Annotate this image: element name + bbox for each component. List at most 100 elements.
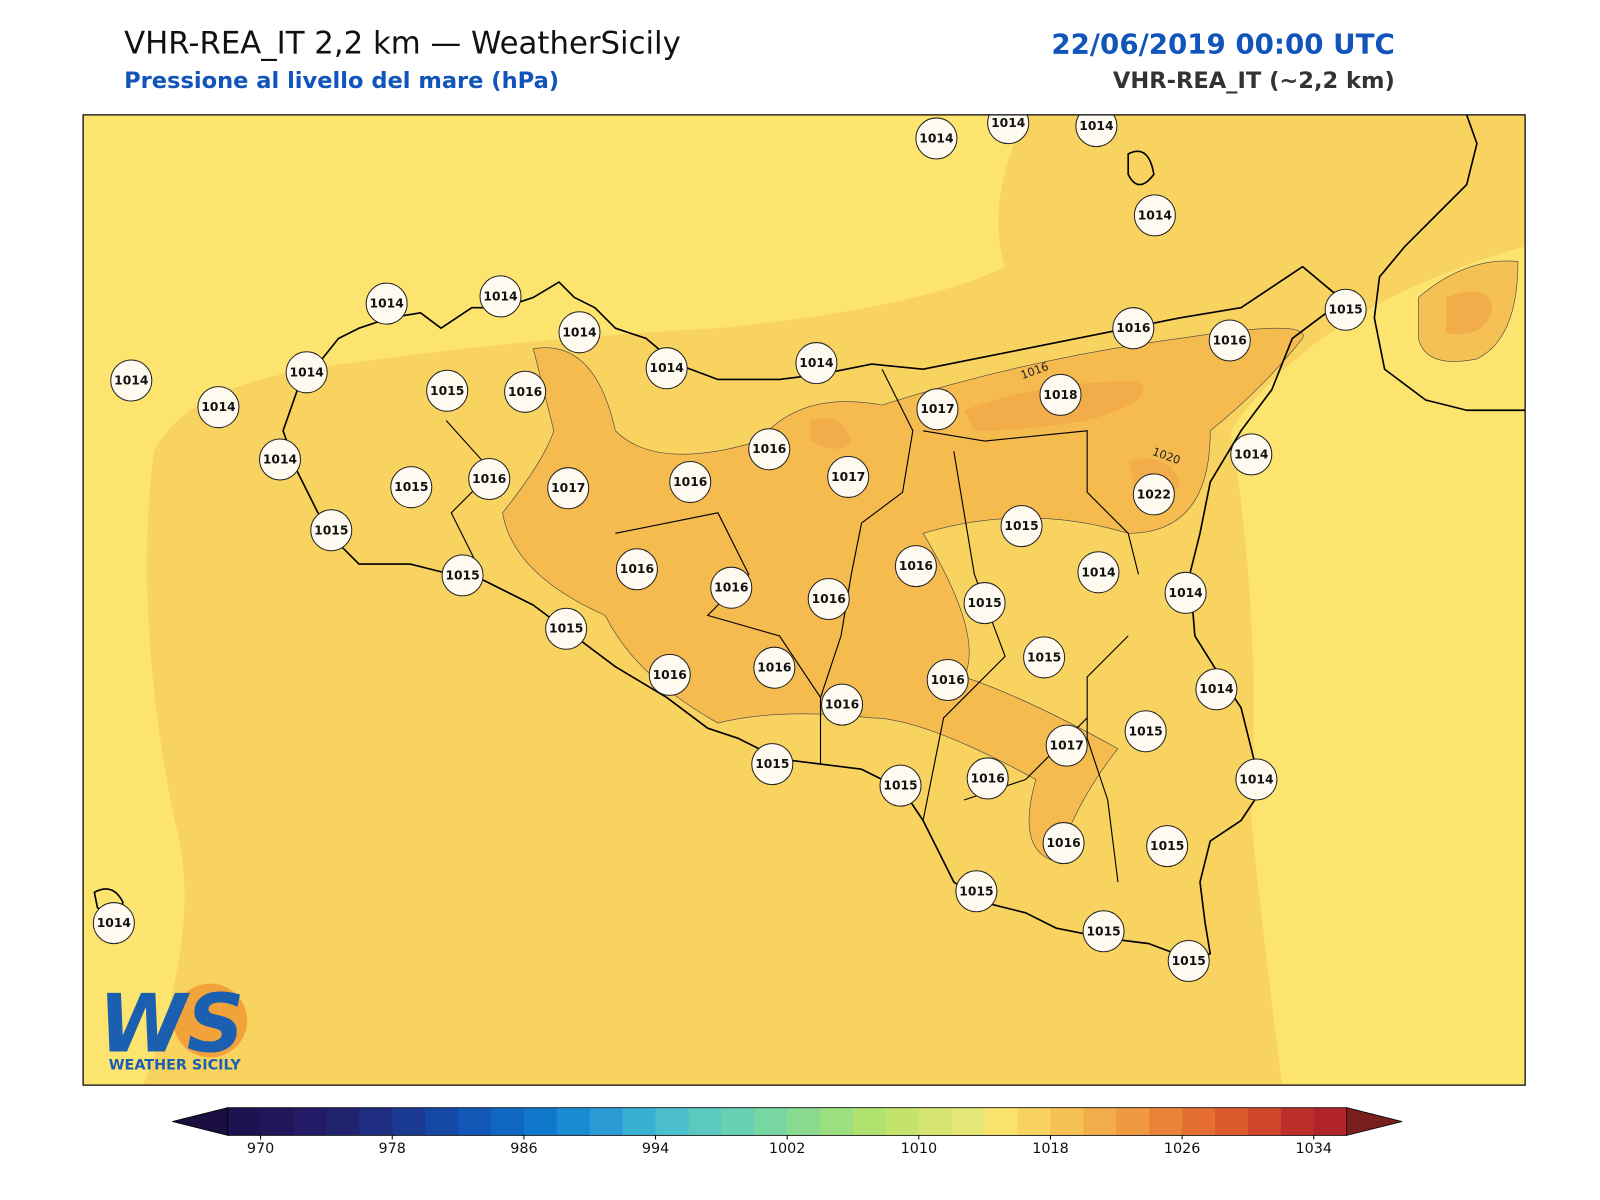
station-marker: [1146, 825, 1189, 868]
station: 1014: [365, 282, 408, 325]
province-border: [445, 368, 1140, 883]
station: 1014: [645, 347, 688, 390]
station-marker: [558, 311, 601, 354]
colorbar-tick-label: 1018: [1032, 1141, 1069, 1157]
station-value: 1015: [549, 622, 583, 636]
station: 1014: [1230, 433, 1273, 476]
field-max: [1446, 291, 1493, 335]
station: 1015: [1082, 910, 1125, 953]
station-marker: [1164, 571, 1207, 614]
station-value: 1016: [1116, 321, 1150, 335]
station-marker: [1167, 940, 1210, 983]
station-value: 1017: [551, 481, 585, 495]
colorbar-swatch: [622, 1107, 657, 1136]
station-value: 1014: [263, 452, 297, 466]
colorbar-swatch: [523, 1107, 558, 1136]
station: 1015: [1124, 710, 1167, 753]
station: 1016: [1208, 319, 1251, 362]
station: 1014: [197, 386, 240, 429]
station-value: 1022: [1137, 487, 1171, 501]
station: 1016: [926, 658, 969, 702]
station: 1014: [479, 275, 522, 318]
colorbar-swatch: [458, 1107, 492, 1136]
station-marker: [1045, 724, 1088, 767]
colorbar-swatch: [885, 1107, 920, 1136]
colorbar-swatch: [589, 1107, 624, 1136]
station-value: 1016: [673, 475, 707, 489]
station-marker: [615, 548, 658, 591]
station: 1015: [390, 466, 433, 509]
station-marker: [827, 455, 870, 498]
station: 1014: [795, 342, 838, 385]
station-marker: [479, 275, 522, 318]
station-value: 1015: [445, 568, 479, 582]
station-value: 1016: [757, 661, 791, 675]
colorbar-swatch: [918, 1107, 953, 1136]
station: 1014: [110, 359, 153, 402]
station-marker: [197, 386, 240, 429]
colorbar-swatch: [655, 1107, 689, 1136]
colorbar-tick-label: 978: [379, 1141, 406, 1157]
station-value: 1016: [472, 472, 506, 486]
station: 1016: [504, 370, 547, 413]
colorbar-swatch: [1215, 1107, 1249, 1136]
station: 1016: [821, 683, 864, 726]
station-marker: [1132, 473, 1175, 516]
colorbar-swatch: [1083, 1107, 1117, 1136]
colorbar-tick-label: 994: [642, 1141, 669, 1157]
colorbar-swatch: [1247, 1107, 1282, 1136]
colorbar-swatch: [721, 1107, 755, 1136]
station-marker: [92, 902, 135, 945]
station-value: 1017: [1050, 739, 1084, 753]
colorbar-under: [172, 1107, 229, 1136]
station: 1015: [1324, 288, 1367, 331]
station-value: 1016: [1213, 334, 1247, 348]
station-marker: [807, 577, 850, 620]
station: 1015: [310, 509, 353, 552]
map-frame: [82, 114, 1526, 1086]
station: 1016: [966, 757, 1009, 800]
station: 1014: [258, 438, 302, 481]
colorbar-swatch: [853, 1107, 887, 1136]
station-value: 1015: [883, 779, 917, 793]
station-marker: [987, 114, 1030, 145]
colorbar-swatch: [754, 1107, 788, 1136]
station: 1015: [426, 369, 469, 412]
station-value: 1015: [1027, 650, 1061, 664]
station: 1015: [441, 554, 484, 597]
station-value: 1014: [370, 297, 404, 311]
station-marker: [966, 757, 1009, 800]
station: 1016: [615, 548, 658, 591]
colorbar-swatch: [984, 1107, 1019, 1136]
colorbar-swatch: [425, 1107, 459, 1136]
station: 1016: [710, 566, 753, 609]
station-marker: [258, 438, 302, 481]
station-value: 1015: [959, 884, 993, 898]
station-value: 1014: [97, 916, 131, 930]
station-value: 1017: [831, 470, 865, 484]
station-marker: [795, 342, 838, 385]
colorbar-tick-label: 970: [247, 1141, 274, 1157]
station: 1015: [751, 743, 794, 786]
station-marker: [916, 388, 959, 431]
station: 1014: [92, 902, 135, 945]
station: 1014: [915, 117, 958, 160]
station-marker: [310, 509, 353, 552]
station-value: 1016: [620, 562, 654, 576]
station-marker: [390, 466, 433, 509]
field-max: [810, 381, 1180, 506]
station-marker: [504, 370, 547, 413]
station-marker: [1023, 636, 1066, 679]
station-marker: [1133, 194, 1176, 237]
station-marker: [1208, 319, 1251, 362]
station: 1016: [468, 457, 511, 500]
station-value: 1016: [971, 771, 1005, 785]
logo-sun: [173, 983, 248, 1058]
station-value: 1015: [394, 480, 428, 494]
coastline: [1373, 114, 1526, 412]
station-value: 1015: [755, 757, 789, 771]
station: 1014: [1075, 114, 1118, 148]
station-marker: [1124, 710, 1167, 753]
station-value: 1014: [1081, 565, 1115, 579]
